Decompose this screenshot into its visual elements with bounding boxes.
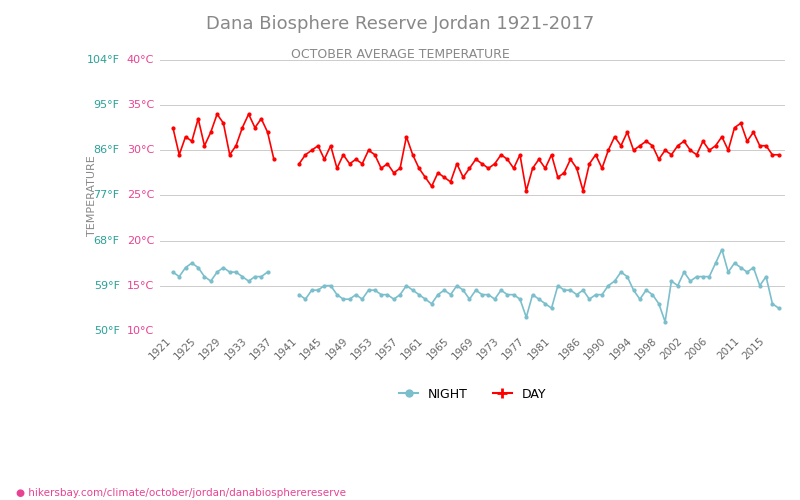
Text: 77°F: 77°F: [94, 190, 120, 200]
Text: 25°C: 25°C: [126, 190, 154, 200]
Text: 59°F: 59°F: [94, 280, 120, 290]
Text: 50°F: 50°F: [94, 326, 120, 336]
Text: 68°F: 68°F: [94, 236, 120, 246]
Text: Dana Biosphere Reserve Jordan 1921-2017: Dana Biosphere Reserve Jordan 1921-2017: [206, 15, 594, 33]
Text: ● hikersbay.com/climate/october/jordan/danabiospherereserve: ● hikersbay.com/climate/october/jordan/d…: [16, 488, 346, 498]
Text: 95°F: 95°F: [94, 100, 120, 110]
Text: 35°C: 35°C: [127, 100, 154, 110]
Legend: NIGHT, DAY: NIGHT, DAY: [394, 382, 551, 406]
Text: 15°C: 15°C: [127, 280, 154, 290]
Text: OCTOBER AVERAGE TEMPERATURE: OCTOBER AVERAGE TEMPERATURE: [290, 48, 510, 60]
Text: 10°C: 10°C: [127, 326, 154, 336]
Text: 86°F: 86°F: [94, 145, 120, 155]
Text: 30°C: 30°C: [127, 145, 154, 155]
Y-axis label: TEMPERATURE: TEMPERATURE: [87, 155, 97, 236]
Text: 20°C: 20°C: [126, 236, 154, 246]
Text: 104°F: 104°F: [86, 55, 120, 65]
Text: 40°C: 40°C: [126, 55, 154, 65]
